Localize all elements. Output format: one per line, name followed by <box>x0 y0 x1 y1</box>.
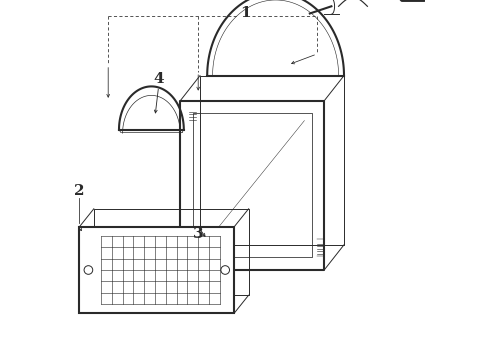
Text: 4: 4 <box>153 72 164 86</box>
Polygon shape <box>79 227 234 313</box>
Text: 2: 2 <box>74 184 85 198</box>
Text: 3: 3 <box>193 227 203 241</box>
FancyBboxPatch shape <box>401 0 426 1</box>
Text: 1: 1 <box>240 6 250 19</box>
